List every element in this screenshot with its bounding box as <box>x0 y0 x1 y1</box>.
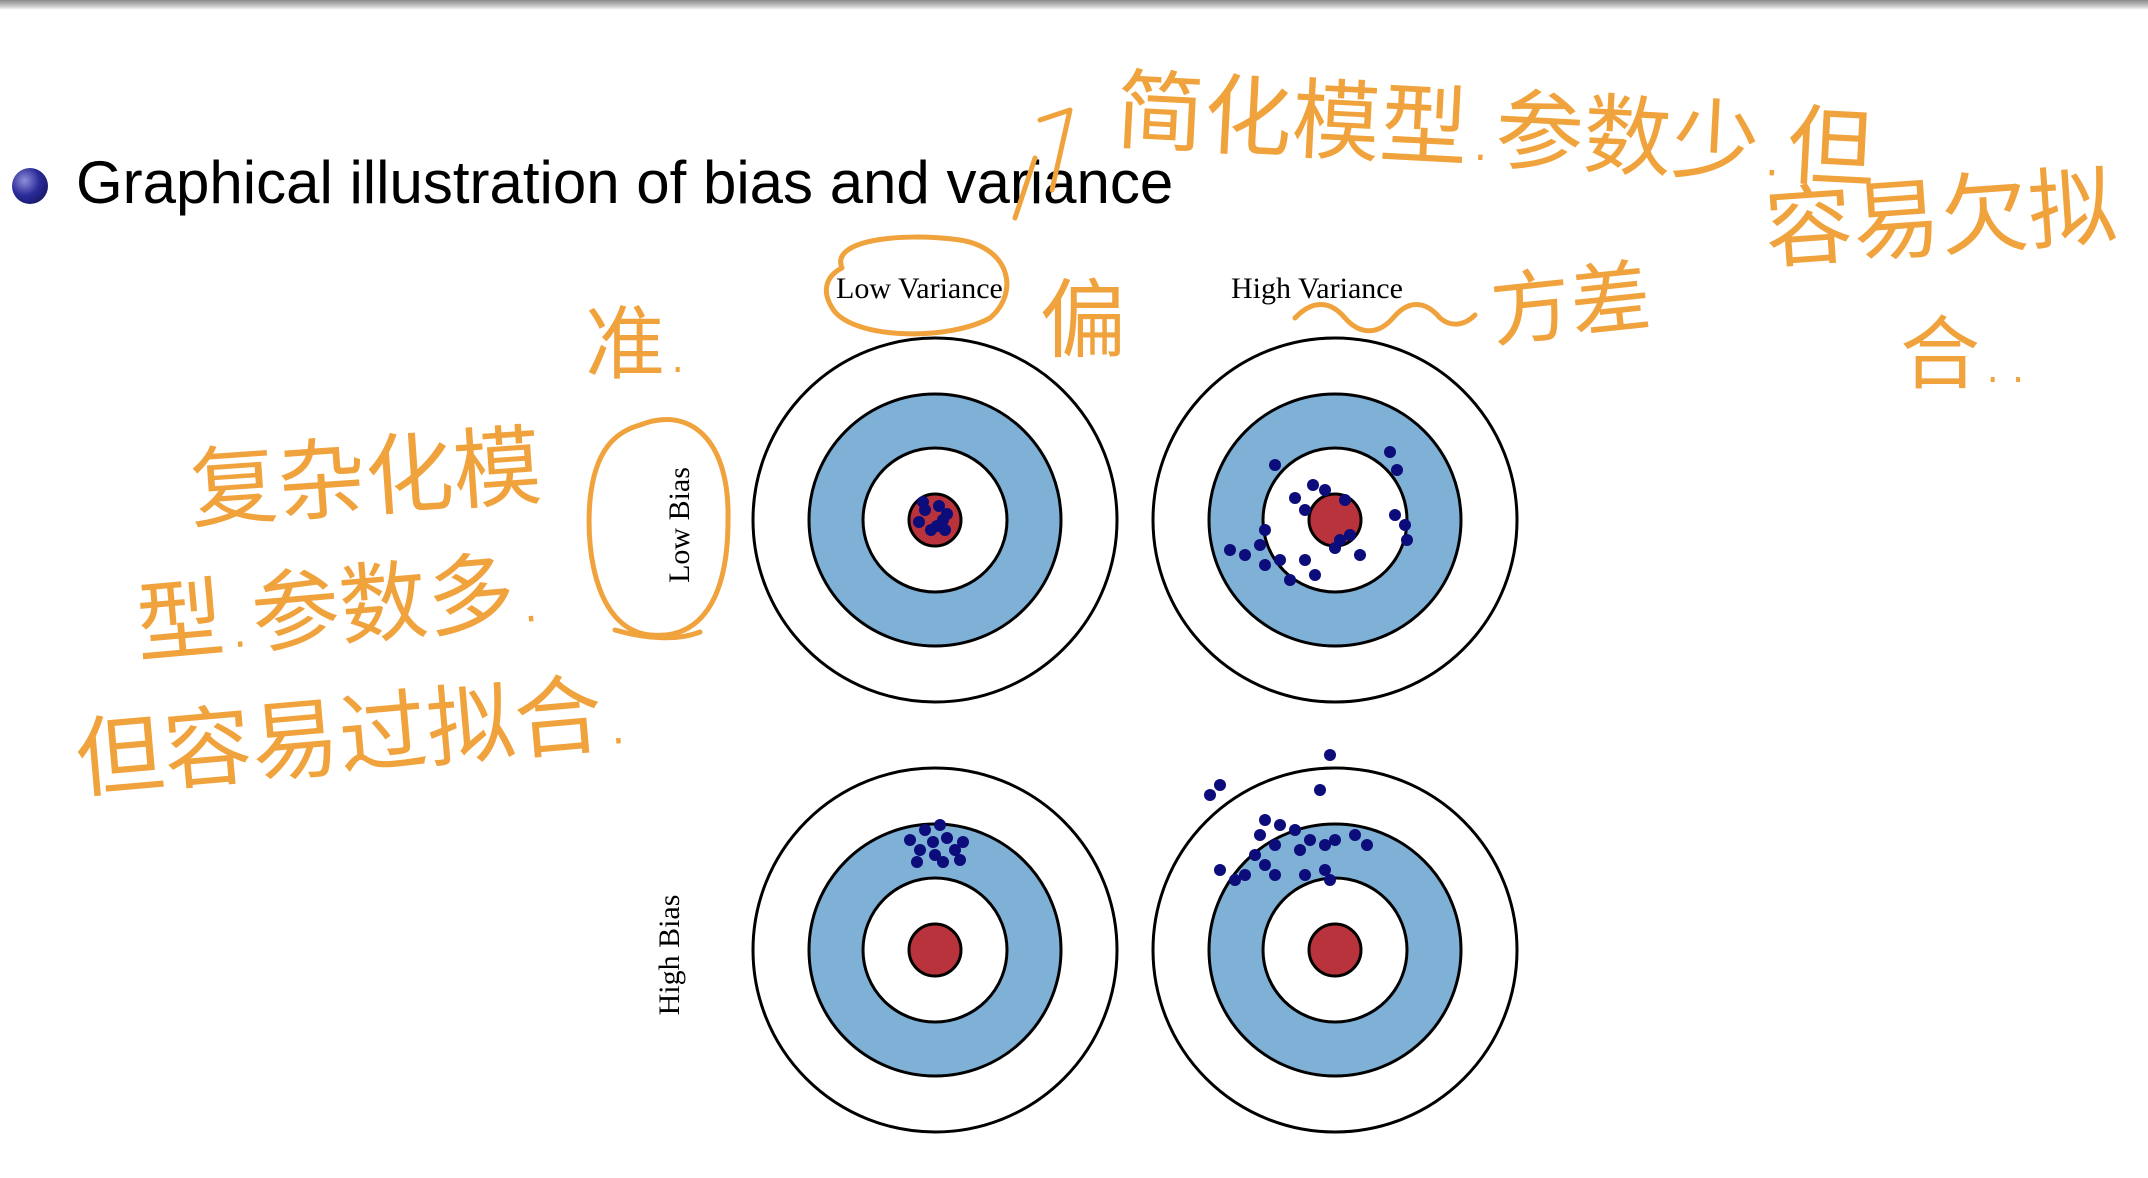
hit-dot <box>911 856 923 868</box>
column-label-high-variance: High Variance <box>1231 272 1403 305</box>
hit-dot <box>1254 539 1266 551</box>
hit-dot <box>1329 834 1341 846</box>
hit-dot <box>1391 464 1403 476</box>
hit-dot <box>1289 824 1301 836</box>
hit-dot <box>1319 864 1331 876</box>
hit-dot <box>1329 542 1341 554</box>
hit-dot <box>1254 829 1266 841</box>
hit-dot <box>1324 749 1336 761</box>
hit-dot <box>929 849 941 861</box>
hit-dot <box>913 516 925 528</box>
annotation-accurate: 准. <box>585 298 691 391</box>
hit-dot <box>919 824 931 836</box>
hit-dot <box>1401 534 1413 546</box>
hit-dot <box>957 836 969 848</box>
hit-dot <box>949 844 961 856</box>
hit-dot <box>1259 814 1271 826</box>
hit-dot <box>1239 869 1251 881</box>
hit-dot <box>1389 509 1401 521</box>
hit-dot <box>1324 874 1336 886</box>
hit-dot <box>927 836 939 848</box>
hit-dot <box>1274 554 1286 566</box>
hit-dot <box>1214 779 1226 791</box>
hit-dot <box>1214 864 1226 876</box>
hit-dot <box>1314 784 1326 796</box>
hit-dot <box>1299 554 1311 566</box>
hit-dot <box>1289 492 1301 504</box>
target-high-bias-low-variance <box>751 766 1119 1134</box>
hit-dot <box>1339 494 1351 506</box>
hit-dot <box>1307 479 1319 491</box>
target-low-bias-low-variance <box>751 336 1119 704</box>
hit-dot <box>1259 524 1271 536</box>
hit-dot <box>1259 859 1271 871</box>
hit-dot <box>1239 549 1251 561</box>
annotation-right-end: 合.. <box>1900 308 2031 401</box>
hit-dot <box>914 844 926 856</box>
hit-dot <box>1284 574 1296 586</box>
hit-dot <box>1249 849 1261 861</box>
hit-dot <box>1304 834 1316 846</box>
hit-dot <box>1274 819 1286 831</box>
hit-dot <box>1269 459 1281 471</box>
annotation-bias-word: 偏 <box>1040 271 1126 371</box>
hit-dot <box>904 834 916 846</box>
hit-dot <box>1269 869 1281 881</box>
hit-dot <box>954 854 966 866</box>
hit-dot <box>1299 869 1311 881</box>
bullseye <box>907 922 963 978</box>
hit-dot <box>934 819 946 831</box>
bullseye <box>1307 922 1363 978</box>
hit-dot <box>1319 484 1331 496</box>
hit-dot <box>1229 874 1241 886</box>
hit-dot <box>1361 839 1373 851</box>
hit-dot <box>917 496 929 508</box>
hit-dot <box>1259 559 1271 571</box>
hit-dot <box>941 832 953 844</box>
bullet-text: Graphical illustration of bias and varia… <box>76 149 1174 216</box>
hit-dot <box>1349 829 1361 841</box>
target-high-bias-high-variance <box>1151 749 1519 1134</box>
hit-dot <box>1309 569 1321 581</box>
hit-dot <box>1224 544 1236 556</box>
annotation-right-mid: 容易欠拟 <box>1761 154 2120 282</box>
target-low-bias-high-variance <box>1151 336 1519 704</box>
hit-dot <box>1354 549 1366 561</box>
hit-dot <box>1204 789 1216 801</box>
hit-dot <box>941 508 953 520</box>
hit-dot <box>1399 519 1411 531</box>
hit-dot <box>1384 446 1396 458</box>
hit-dot <box>1344 529 1356 541</box>
annotation-variance-word: 方差 <box>1486 249 1656 360</box>
top-bar <box>0 0 2148 10</box>
hit-dot <box>939 524 951 536</box>
bullet-icon <box>12 168 48 204</box>
hit-dot <box>1319 839 1331 851</box>
hit-dot <box>933 500 945 512</box>
hit-dot <box>1299 504 1311 516</box>
hit-dot <box>1294 844 1306 856</box>
hit-dot <box>937 856 949 868</box>
hit-dot <box>1269 839 1281 851</box>
